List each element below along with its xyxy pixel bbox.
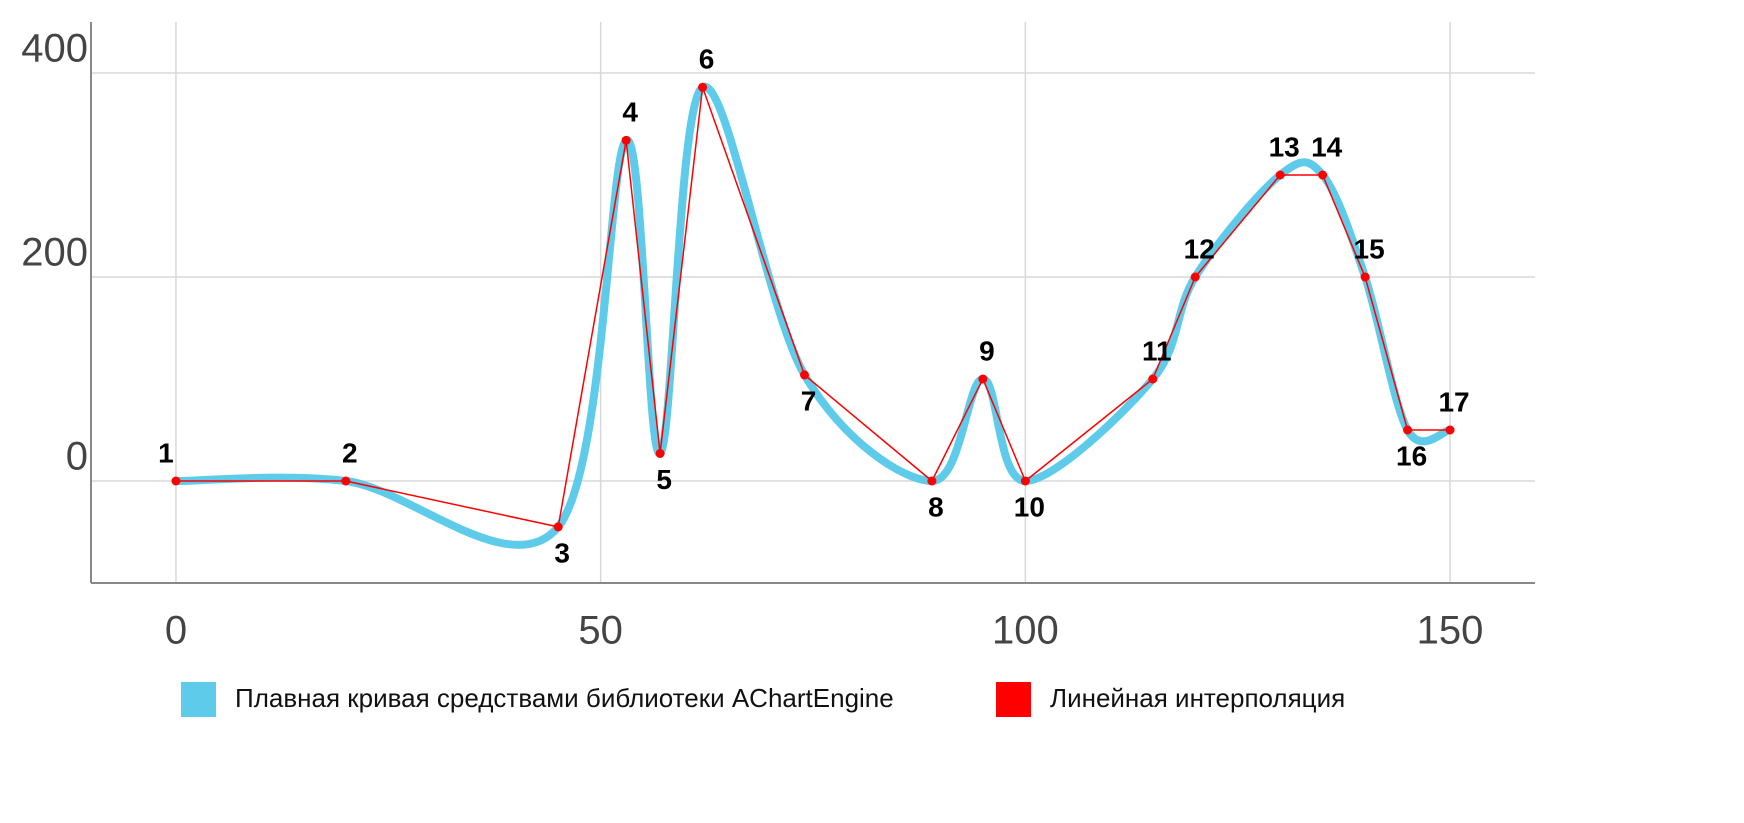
point <box>171 476 181 486</box>
point <box>553 522 563 532</box>
y-tick-label: 200 <box>21 231 88 275</box>
point <box>800 370 810 380</box>
point-label: 7 <box>801 385 817 416</box>
legend-swatch <box>996 682 1031 717</box>
point-label: 12 <box>1184 233 1215 264</box>
point <box>698 82 708 92</box>
point-label: 5 <box>656 464 672 495</box>
point-label: 14 <box>1311 131 1343 162</box>
point-label: 4 <box>622 97 638 128</box>
x-tick-label: 100 <box>992 609 1059 653</box>
x-tick-label: 0 <box>165 609 187 653</box>
x-tick-label: 50 <box>578 609 623 653</box>
point <box>1190 272 1200 282</box>
point <box>1275 170 1285 180</box>
x-tick-label: 150 <box>1417 609 1484 653</box>
point <box>621 135 631 145</box>
point-label: 2 <box>342 437 358 468</box>
point-label: 3 <box>554 537 570 568</box>
point-label: 10 <box>1014 491 1045 522</box>
point-label: 1 <box>158 437 174 468</box>
point <box>1318 170 1328 180</box>
point-label: 15 <box>1354 233 1385 264</box>
point <box>978 374 988 384</box>
point-label: 11 <box>1142 335 1172 366</box>
point <box>1445 425 1455 435</box>
linear-line <box>175 86 1451 528</box>
point <box>1403 425 1413 435</box>
point <box>1148 374 1158 384</box>
point-label: 17 <box>1438 386 1469 417</box>
legend-label: Плавная кривая средствами библиотеки ACh… <box>235 683 894 713</box>
point <box>341 476 351 486</box>
point <box>655 448 665 458</box>
point <box>1020 476 1030 486</box>
point-label: 13 <box>1269 131 1300 162</box>
legend-swatch <box>181 682 216 717</box>
legend-label: Линейная интерполяция <box>1050 683 1345 713</box>
point-label: 16 <box>1396 440 1427 471</box>
smooth-line <box>175 83 1452 549</box>
y-tick-label: 0 <box>66 435 88 479</box>
y-tick-label: 400 <box>21 27 88 71</box>
point <box>927 476 937 486</box>
point <box>1360 272 1370 282</box>
point-label: 6 <box>699 44 715 75</box>
point-label: 9 <box>979 335 995 366</box>
point-label: 8 <box>928 491 944 522</box>
